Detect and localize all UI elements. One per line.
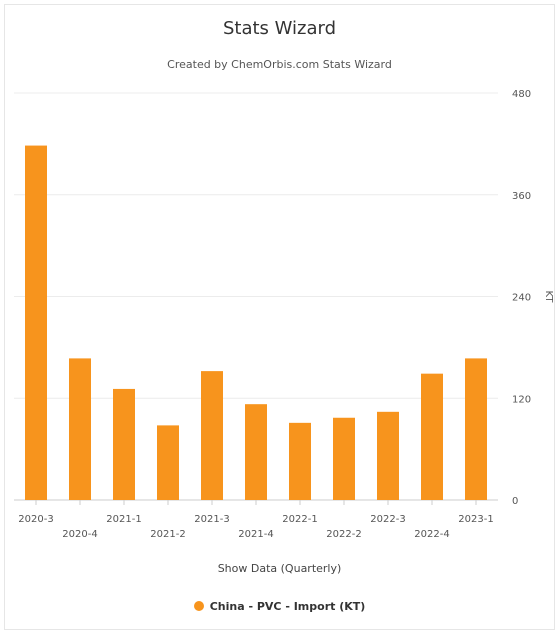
chart-subtitle: Created by ChemOrbis.com Stats Wizard [167, 58, 392, 71]
y-tick-label: 0 [512, 496, 518, 507]
y-tick-label: 360 [512, 191, 531, 202]
bar-2021-1[interactable] [113, 388, 135, 500]
bar-2022-4[interactable] [421, 373, 443, 500]
x-axis-label: Show Data (Quarterly) [217, 562, 342, 575]
x-tick-label: 2022-4 [414, 529, 449, 540]
x-tick-label: 2020-4 [62, 529, 97, 540]
bar-2020-3[interactable] [25, 145, 47, 500]
bar-2021-3[interactable] [201, 371, 223, 500]
x-tick-label: 2022-1 [282, 514, 317, 525]
x-tick-label: 2020-3 [18, 514, 53, 525]
bar-2021-2[interactable] [157, 425, 179, 500]
y-tick-label: 120 [512, 394, 531, 405]
y-axis-label: KT [543, 291, 554, 304]
bar-2020-4[interactable] [69, 358, 91, 500]
y-tick-label: 480 [512, 89, 531, 100]
chart-title: Stats Wizard [222, 18, 337, 39]
bar-2022-2[interactable] [333, 417, 355, 500]
x-tick-label: 2021-3 [194, 514, 229, 525]
legend-marker [193, 601, 204, 611]
x-tick-label: 2021-2 [150, 529, 185, 540]
bar-2023-1[interactable] [465, 358, 487, 500]
y-tick-label: 240 [512, 293, 531, 304]
bar-2022-1[interactable] [289, 422, 311, 500]
x-tick-label: 2023-1 [458, 514, 493, 525]
x-tick-label: 2022-2 [326, 529, 361, 540]
legend-label: China - PVC - Import (KT) [209, 600, 366, 613]
x-tick-label: 2022-3 [370, 514, 405, 525]
chart-frame [4, 4, 555, 630]
x-tick-label: 2021-4 [238, 529, 273, 540]
bar-2021-4[interactable] [245, 404, 267, 500]
bar-2022-3[interactable] [377, 411, 399, 500]
legend[interactable]: China - PVC - Import (KT) [0, 600, 559, 613]
x-tick-label: 2021-1 [106, 514, 141, 525]
